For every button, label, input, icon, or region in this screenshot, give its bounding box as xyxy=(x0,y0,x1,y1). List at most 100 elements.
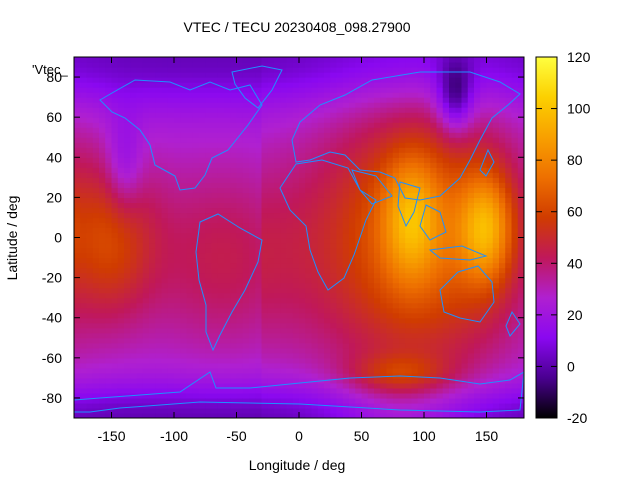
heatmap-cell xyxy=(467,212,475,219)
heatmap-cell xyxy=(192,197,200,203)
heatmap-cell xyxy=(117,377,125,384)
heatmap-cell xyxy=(267,177,275,183)
heatmap-cell xyxy=(105,282,113,289)
heatmap-cell xyxy=(299,207,306,214)
heatmap-cell xyxy=(492,217,500,224)
heatmap-cell xyxy=(405,207,413,214)
heatmap-cell xyxy=(230,162,238,168)
heatmap-cell xyxy=(305,257,313,264)
heatmap-cell xyxy=(499,372,506,379)
heatmap-cell xyxy=(80,202,88,209)
heatmap-cell xyxy=(149,412,156,418)
heatmap-cell xyxy=(361,402,369,409)
heatmap-cell xyxy=(480,172,488,178)
heatmap-cell xyxy=(124,192,131,198)
heatmap-cell xyxy=(286,262,294,269)
heatmap-cell xyxy=(92,62,100,68)
heatmap-cell xyxy=(136,307,144,314)
heatmap-cell xyxy=(492,302,500,309)
heatmap-cell xyxy=(349,117,356,123)
heatmap-cell xyxy=(192,282,200,289)
heatmap-cell xyxy=(142,212,150,219)
heatmap-cell xyxy=(136,137,144,143)
heatmap-cell xyxy=(99,77,106,83)
heatmap-cell xyxy=(442,252,450,259)
heatmap-cell xyxy=(330,232,338,239)
heatmap-cell xyxy=(80,197,88,203)
heatmap-cell xyxy=(180,92,188,98)
heatmap-cell xyxy=(336,322,344,329)
heatmap-cell xyxy=(430,337,438,344)
heatmap-cell xyxy=(311,172,319,178)
heatmap-cell xyxy=(336,177,344,183)
heatmap-cell xyxy=(311,392,319,399)
heatmap-cell xyxy=(155,112,163,118)
heatmap-cell xyxy=(236,392,244,399)
heatmap-cell xyxy=(192,397,200,404)
heatmap-cell xyxy=(292,402,300,409)
heatmap-cell xyxy=(317,247,325,254)
heatmap-cell xyxy=(174,92,181,98)
heatmap-cell xyxy=(274,162,281,168)
heatmap-cell xyxy=(130,307,138,314)
heatmap-cell xyxy=(430,247,438,254)
heatmap-cell xyxy=(324,307,331,314)
heatmap-cell xyxy=(474,197,481,203)
heatmap-cell xyxy=(111,277,119,284)
heatmap-cell xyxy=(380,267,388,274)
heatmap-cell xyxy=(124,412,131,418)
heatmap-cell xyxy=(167,307,175,314)
heatmap-cell xyxy=(349,232,356,239)
heatmap-cell xyxy=(367,72,375,78)
heatmap-cell xyxy=(130,292,138,299)
heatmap-cell xyxy=(286,237,294,244)
heatmap-cell xyxy=(311,167,319,173)
heatmap-cell xyxy=(442,262,450,269)
heatmap-cell xyxy=(199,57,206,63)
heatmap-cell xyxy=(430,412,438,418)
heatmap-cell xyxy=(311,352,319,359)
heatmap-cell xyxy=(92,387,100,394)
heatmap-cell xyxy=(274,102,281,108)
heatmap-cell xyxy=(424,222,431,229)
heatmap-cell xyxy=(292,92,300,98)
heatmap-cell xyxy=(86,122,94,128)
heatmap-cell xyxy=(417,337,425,344)
heatmap-cell xyxy=(174,177,181,183)
heatmap-cell xyxy=(249,257,256,264)
heatmap-cell xyxy=(186,117,194,123)
heatmap-cell xyxy=(492,142,500,148)
heatmap-cell xyxy=(392,187,400,193)
heatmap-cell xyxy=(124,137,131,143)
heatmap-cell xyxy=(161,107,169,113)
heatmap-cell xyxy=(149,392,156,399)
heatmap-cell xyxy=(186,292,194,299)
heatmap-cell xyxy=(355,392,363,399)
heatmap-cell xyxy=(142,367,150,374)
heatmap-cell xyxy=(136,147,144,153)
heatmap-cell xyxy=(492,352,500,359)
heatmap-cell xyxy=(80,282,88,289)
heatmap-cell xyxy=(299,137,306,143)
heatmap-cell xyxy=(211,402,219,409)
heatmap-cell xyxy=(105,307,113,314)
heatmap-cell xyxy=(342,387,350,394)
heatmap-cell xyxy=(361,92,369,98)
heatmap-cell xyxy=(436,312,444,319)
heatmap-cell xyxy=(380,92,388,98)
heatmap-cell xyxy=(461,262,469,269)
heatmap-cell xyxy=(105,217,113,224)
heatmap-cell xyxy=(224,292,231,299)
heatmap-cell xyxy=(392,382,400,389)
heatmap-cell xyxy=(174,397,181,404)
heatmap-cell xyxy=(124,262,131,269)
heatmap-cell xyxy=(280,237,288,244)
heatmap-cell xyxy=(467,252,475,259)
heatmap-cell xyxy=(224,252,231,259)
heatmap-cell xyxy=(405,367,413,374)
heatmap-cell xyxy=(86,67,94,73)
heatmap-cell xyxy=(224,282,231,289)
heatmap-cell xyxy=(392,297,400,304)
heatmap-cell xyxy=(286,127,294,133)
heatmap-cell xyxy=(305,387,313,394)
